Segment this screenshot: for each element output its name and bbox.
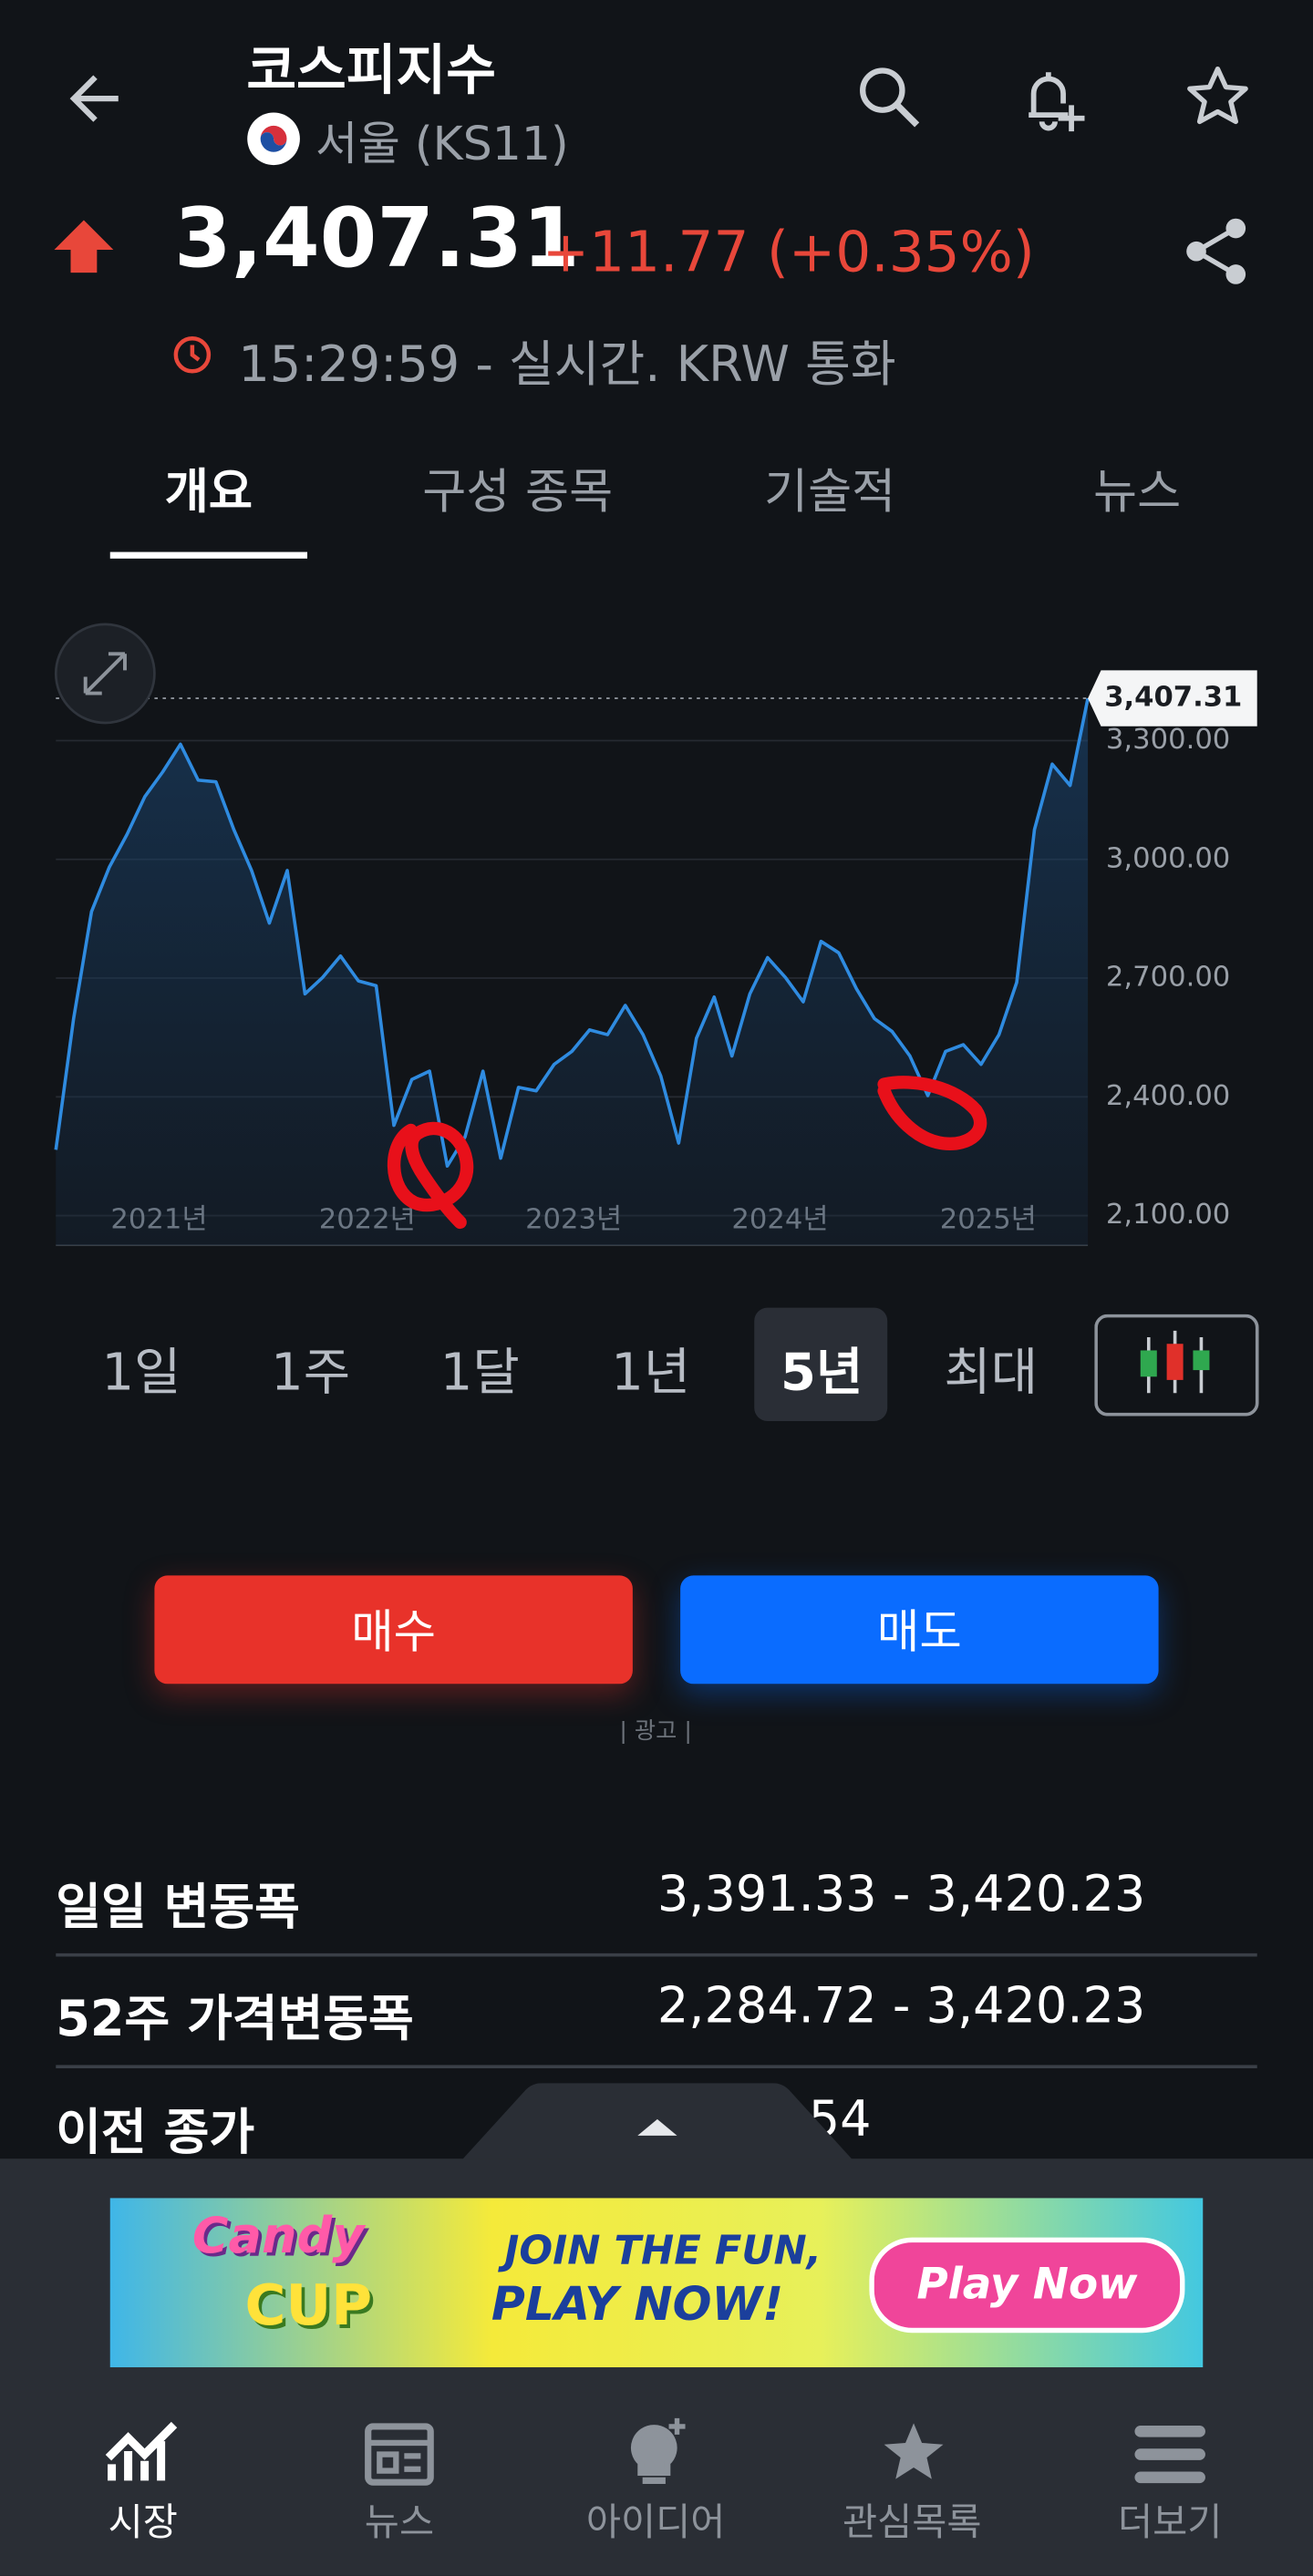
y-tick-label: 2,100.00 (1106, 1199, 1230, 1231)
ad-cta[interactable]: Play Now (869, 2237, 1185, 2334)
nav-icon (884, 2423, 944, 2479)
stat-value: 3,391.33 - 3,420.23 (656, 1866, 1146, 1924)
chart: 2,100.00 2,400.00 2,700.00 3,000.00 3,300.00… (54, 623, 1257, 1247)
ad-headline: PLAY NOW! (491, 2276, 784, 2332)
divider (56, 1953, 1257, 1957)
divider (56, 2065, 1257, 2069)
y-tick-label: 2,400.00 (1106, 1080, 1230, 1112)
quote-time: 15:29:59 - 실시간. KRW 통화 (238, 336, 896, 395)
back-button[interactable] (62, 66, 128, 131)
price-line (54, 697, 1090, 1169)
expand-sheet-handle[interactable] (460, 2083, 855, 2162)
range-button[interactable]: 최대 (944, 1344, 1039, 1404)
range-button[interactable]: 1달 (439, 1344, 520, 1404)
buy-button[interactable]: 매수 (154, 1575, 633, 1685)
ad-banner[interactable]: Candy CUP JOIN THE FUN, PLAY NOW! Play N… (109, 2198, 1204, 2368)
clock-icon (173, 336, 212, 374)
y-tick-label: 3,300.00 (1106, 724, 1230, 756)
y-tick-label: 3,000.00 (1106, 842, 1230, 874)
range-button[interactable]: 1주 (271, 1344, 351, 1404)
range-button[interactable]: 5년 (780, 1344, 863, 1404)
nav-item[interactable]: 뉴스 (364, 2501, 435, 2545)
nav-icon (365, 2423, 434, 2486)
ad-headline: JOIN THE FUN, (504, 2227, 822, 2274)
nav-item[interactable]: 관심목록 (842, 2501, 982, 2545)
watchlist-button[interactable] (1184, 62, 1253, 131)
nav-item[interactable]: 아이디어 (585, 2501, 726, 2545)
range-button[interactable]: 1일 (101, 1344, 181, 1404)
stat-label: 이전 종가 (56, 2104, 255, 2162)
annotation-circle (877, 1076, 987, 1151)
title: 코스피지수 (246, 37, 496, 102)
stat-value: 2,284.72 - 3,420.23 (656, 1977, 1146, 2035)
stat-label: 52주 가격변동폭 (56, 1991, 414, 2049)
ad-brand: Candy (191, 2208, 365, 2266)
last-price-tag (1088, 670, 1257, 726)
share-button[interactable] (1180, 213, 1256, 289)
price-change: +11.77 (+0.35%) (542, 220, 1035, 286)
up-arrow (54, 220, 114, 273)
tab-indicator (109, 551, 308, 559)
nav-icon (630, 2417, 686, 2485)
ad-brand: CUP (244, 2273, 373, 2340)
sell-button[interactable]: 매도 (680, 1575, 1159, 1685)
range-active (754, 1307, 888, 1421)
stat-label: 일일 변동폭 (56, 1879, 300, 1937)
chart-type-button[interactable] (1094, 1314, 1259, 1417)
price: 3,407.31 (174, 191, 580, 286)
tab[interactable]: 기술적 (764, 463, 896, 520)
nav-item[interactable]: 더보기 (1117, 2501, 1223, 2545)
search-button[interactable] (854, 62, 924, 131)
y-tick-label: 2,700.00 (1106, 962, 1230, 994)
flag (247, 112, 300, 166)
area (56, 698, 1089, 1246)
ad-mark: | 광고 | (619, 1718, 692, 1745)
tab[interactable]: 개요 (164, 463, 253, 520)
tab[interactable]: 구성 종목 (422, 463, 614, 520)
tab[interactable]: 뉴스 (1093, 463, 1182, 520)
alert-button[interactable] (1016, 62, 1091, 138)
annotation-circle (387, 1121, 474, 1230)
nav-icon (1134, 2426, 1205, 2484)
nav-item[interactable]: 시장 (108, 2501, 178, 2545)
exchange: 서울 (KS11) (315, 116, 569, 171)
last-price-label: 3,407.31 (1104, 682, 1242, 714)
nav-icon (105, 2421, 178, 2481)
expand-icon (83, 652, 127, 696)
range-button[interactable]: 1년 (611, 1344, 691, 1404)
